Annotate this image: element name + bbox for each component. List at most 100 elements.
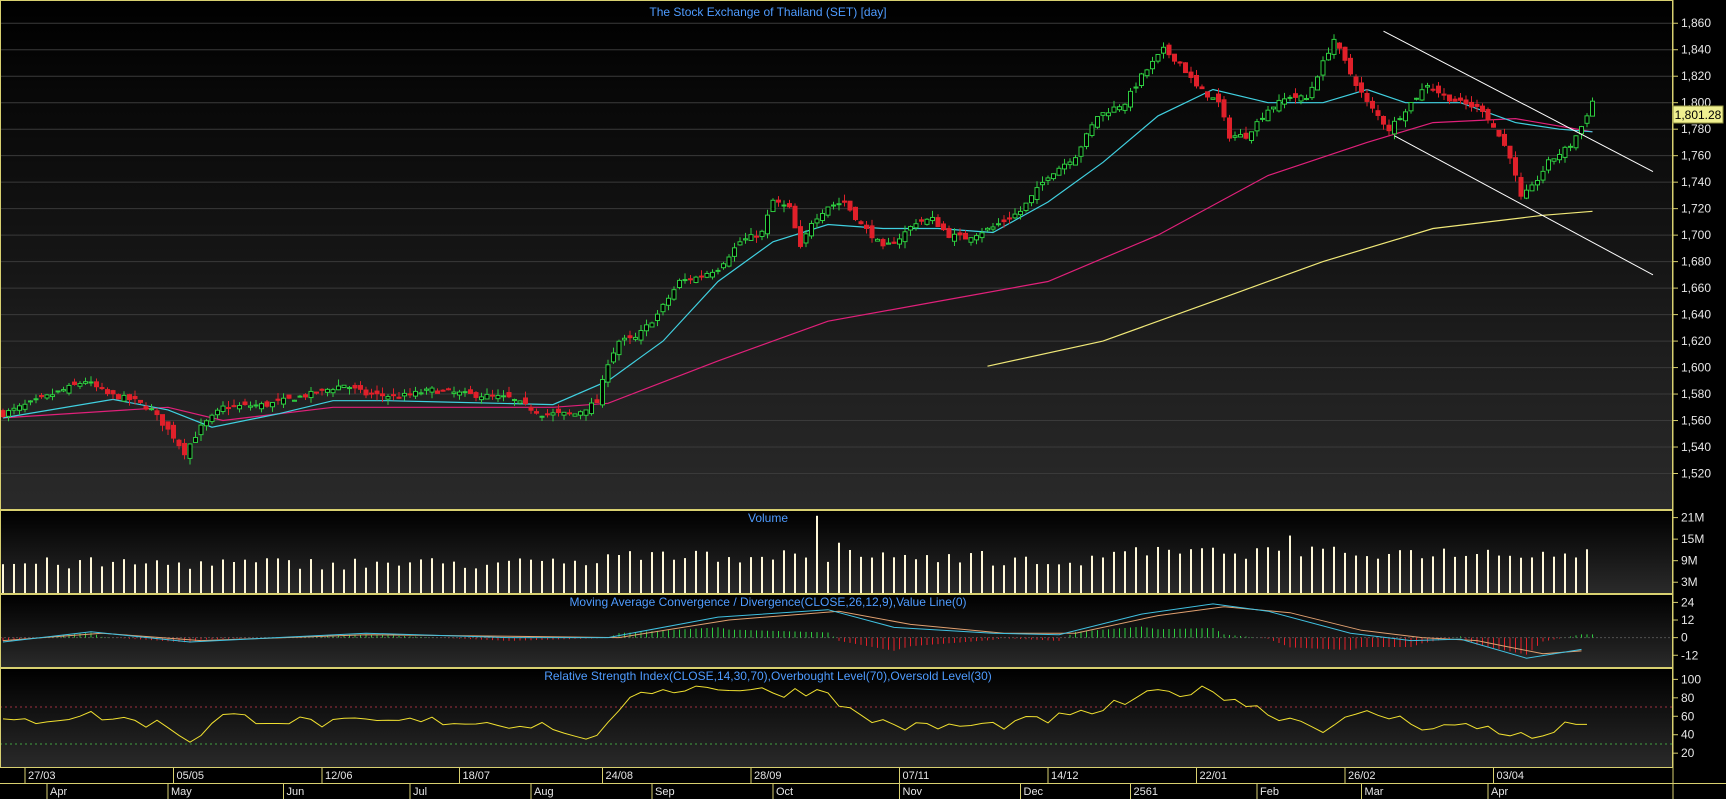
- candle-body: [1568, 145, 1573, 148]
- volume-bar: [431, 558, 433, 593]
- candle-body: [380, 393, 385, 397]
- month-tick-label: Jun: [287, 786, 305, 798]
- month-tick-label: Nov: [903, 786, 923, 798]
- candle-body: [1287, 96, 1293, 99]
- candle-body: [1254, 121, 1260, 132]
- candle-body: [473, 392, 479, 398]
- candle-body: [1243, 132, 1249, 139]
- volume-bar: [233, 562, 235, 593]
- candle-body: [776, 199, 781, 203]
- candle-body: [1425, 85, 1430, 88]
- candle-body: [418, 392, 424, 395]
- candle-body: [1579, 126, 1584, 135]
- candle-body: [105, 389, 110, 395]
- rsi-tick-label: 40: [1681, 728, 1695, 742]
- volume-bars: [2, 515, 1588, 593]
- volume-bar: [244, 559, 246, 593]
- candle-body: [319, 388, 325, 391]
- volume-bar: [464, 567, 466, 593]
- candle-body: [446, 388, 451, 391]
- volume-bar: [1003, 565, 1005, 593]
- month-tick-label: Aug: [534, 786, 554, 798]
- candle-body: [1551, 158, 1557, 162]
- candle-body: [1089, 124, 1095, 136]
- volume-bar: [948, 554, 950, 593]
- candle-body: [990, 226, 996, 230]
- candles: [0, 34, 1595, 465]
- candle-body: [209, 414, 215, 423]
- volume-bar: [442, 563, 444, 593]
- volume-bar: [959, 562, 961, 593]
- candle-body: [292, 399, 297, 402]
- candle-body: [253, 404, 259, 407]
- volume-bar: [1080, 565, 1082, 593]
- trendline: [1394, 135, 1654, 276]
- candle-body: [1447, 94, 1452, 102]
- candle-body: [363, 389, 369, 396]
- volume-bar: [1135, 547, 1137, 593]
- candle-body: [924, 218, 930, 225]
- candle-body: [908, 226, 913, 231]
- candle-body: [187, 443, 193, 459]
- candle-body: [1172, 53, 1177, 62]
- candle-body: [220, 405, 226, 413]
- candle-body: [1276, 99, 1282, 112]
- volume-bar: [1344, 552, 1346, 593]
- volume-bar: [1223, 553, 1225, 593]
- candle-body: [897, 238, 902, 245]
- volume-bar: [640, 559, 642, 593]
- candle-body: [50, 394, 55, 398]
- candle-body: [1518, 177, 1524, 197]
- candle-body: [1271, 106, 1276, 110]
- candle-body: [347, 387, 352, 390]
- month-tick-label: Apr: [50, 786, 67, 798]
- candle-body: [963, 232, 968, 240]
- volume-bar: [563, 563, 565, 593]
- candle-body: [979, 232, 985, 239]
- price-tick-label: 1,560: [1681, 414, 1711, 428]
- candle-body: [946, 228, 952, 238]
- candle-body: [61, 389, 66, 392]
- candle-body: [495, 394, 501, 400]
- candle-body: [715, 269, 721, 272]
- volume-bar: [1377, 558, 1379, 593]
- candle-body: [1007, 217, 1012, 220]
- volume-bar: [827, 561, 829, 593]
- rsi-tick-label: 100: [1681, 672, 1701, 686]
- volume-bar: [750, 557, 752, 593]
- candle-body: [1408, 102, 1414, 112]
- candle-body: [94, 381, 99, 388]
- volume-bar: [926, 555, 928, 593]
- volume-bar: [1575, 557, 1577, 593]
- month-tick-label: Jul: [413, 786, 427, 798]
- price-tick-label: 1,760: [1681, 149, 1711, 163]
- candle-body: [814, 218, 820, 224]
- candle-body: [655, 313, 660, 321]
- date-tick-label: 27/03: [28, 770, 56, 782]
- candle-body: [204, 420, 209, 427]
- price-tick-label: 1,700: [1681, 228, 1711, 242]
- volume-bar: [332, 562, 334, 593]
- rsi-tick-label: 20: [1681, 746, 1695, 760]
- candle-body: [1436, 85, 1441, 94]
- candle-body: [1496, 129, 1502, 137]
- volume-bar: [519, 558, 521, 593]
- candle-body: [1155, 53, 1161, 62]
- date-tick-label: 14/12: [1051, 770, 1079, 782]
- candle-body: [1040, 181, 1045, 186]
- price-tick-label: 1,540: [1681, 440, 1711, 454]
- candle-body: [957, 232, 963, 236]
- rsi-panel-bg: [0, 669, 1673, 768]
- date-tick-label: 24/08: [606, 770, 634, 782]
- candle-body: [1359, 82, 1364, 93]
- volume-bar: [574, 560, 576, 593]
- candle-body: [825, 206, 831, 216]
- price-tick-label: 1,740: [1681, 175, 1711, 189]
- candle-body: [864, 224, 869, 229]
- volume-bar: [68, 568, 70, 593]
- candle-body: [17, 405, 22, 411]
- trendlines: [1383, 30, 1654, 276]
- volume-bar: [662, 551, 664, 593]
- candle-body: [517, 400, 523, 404]
